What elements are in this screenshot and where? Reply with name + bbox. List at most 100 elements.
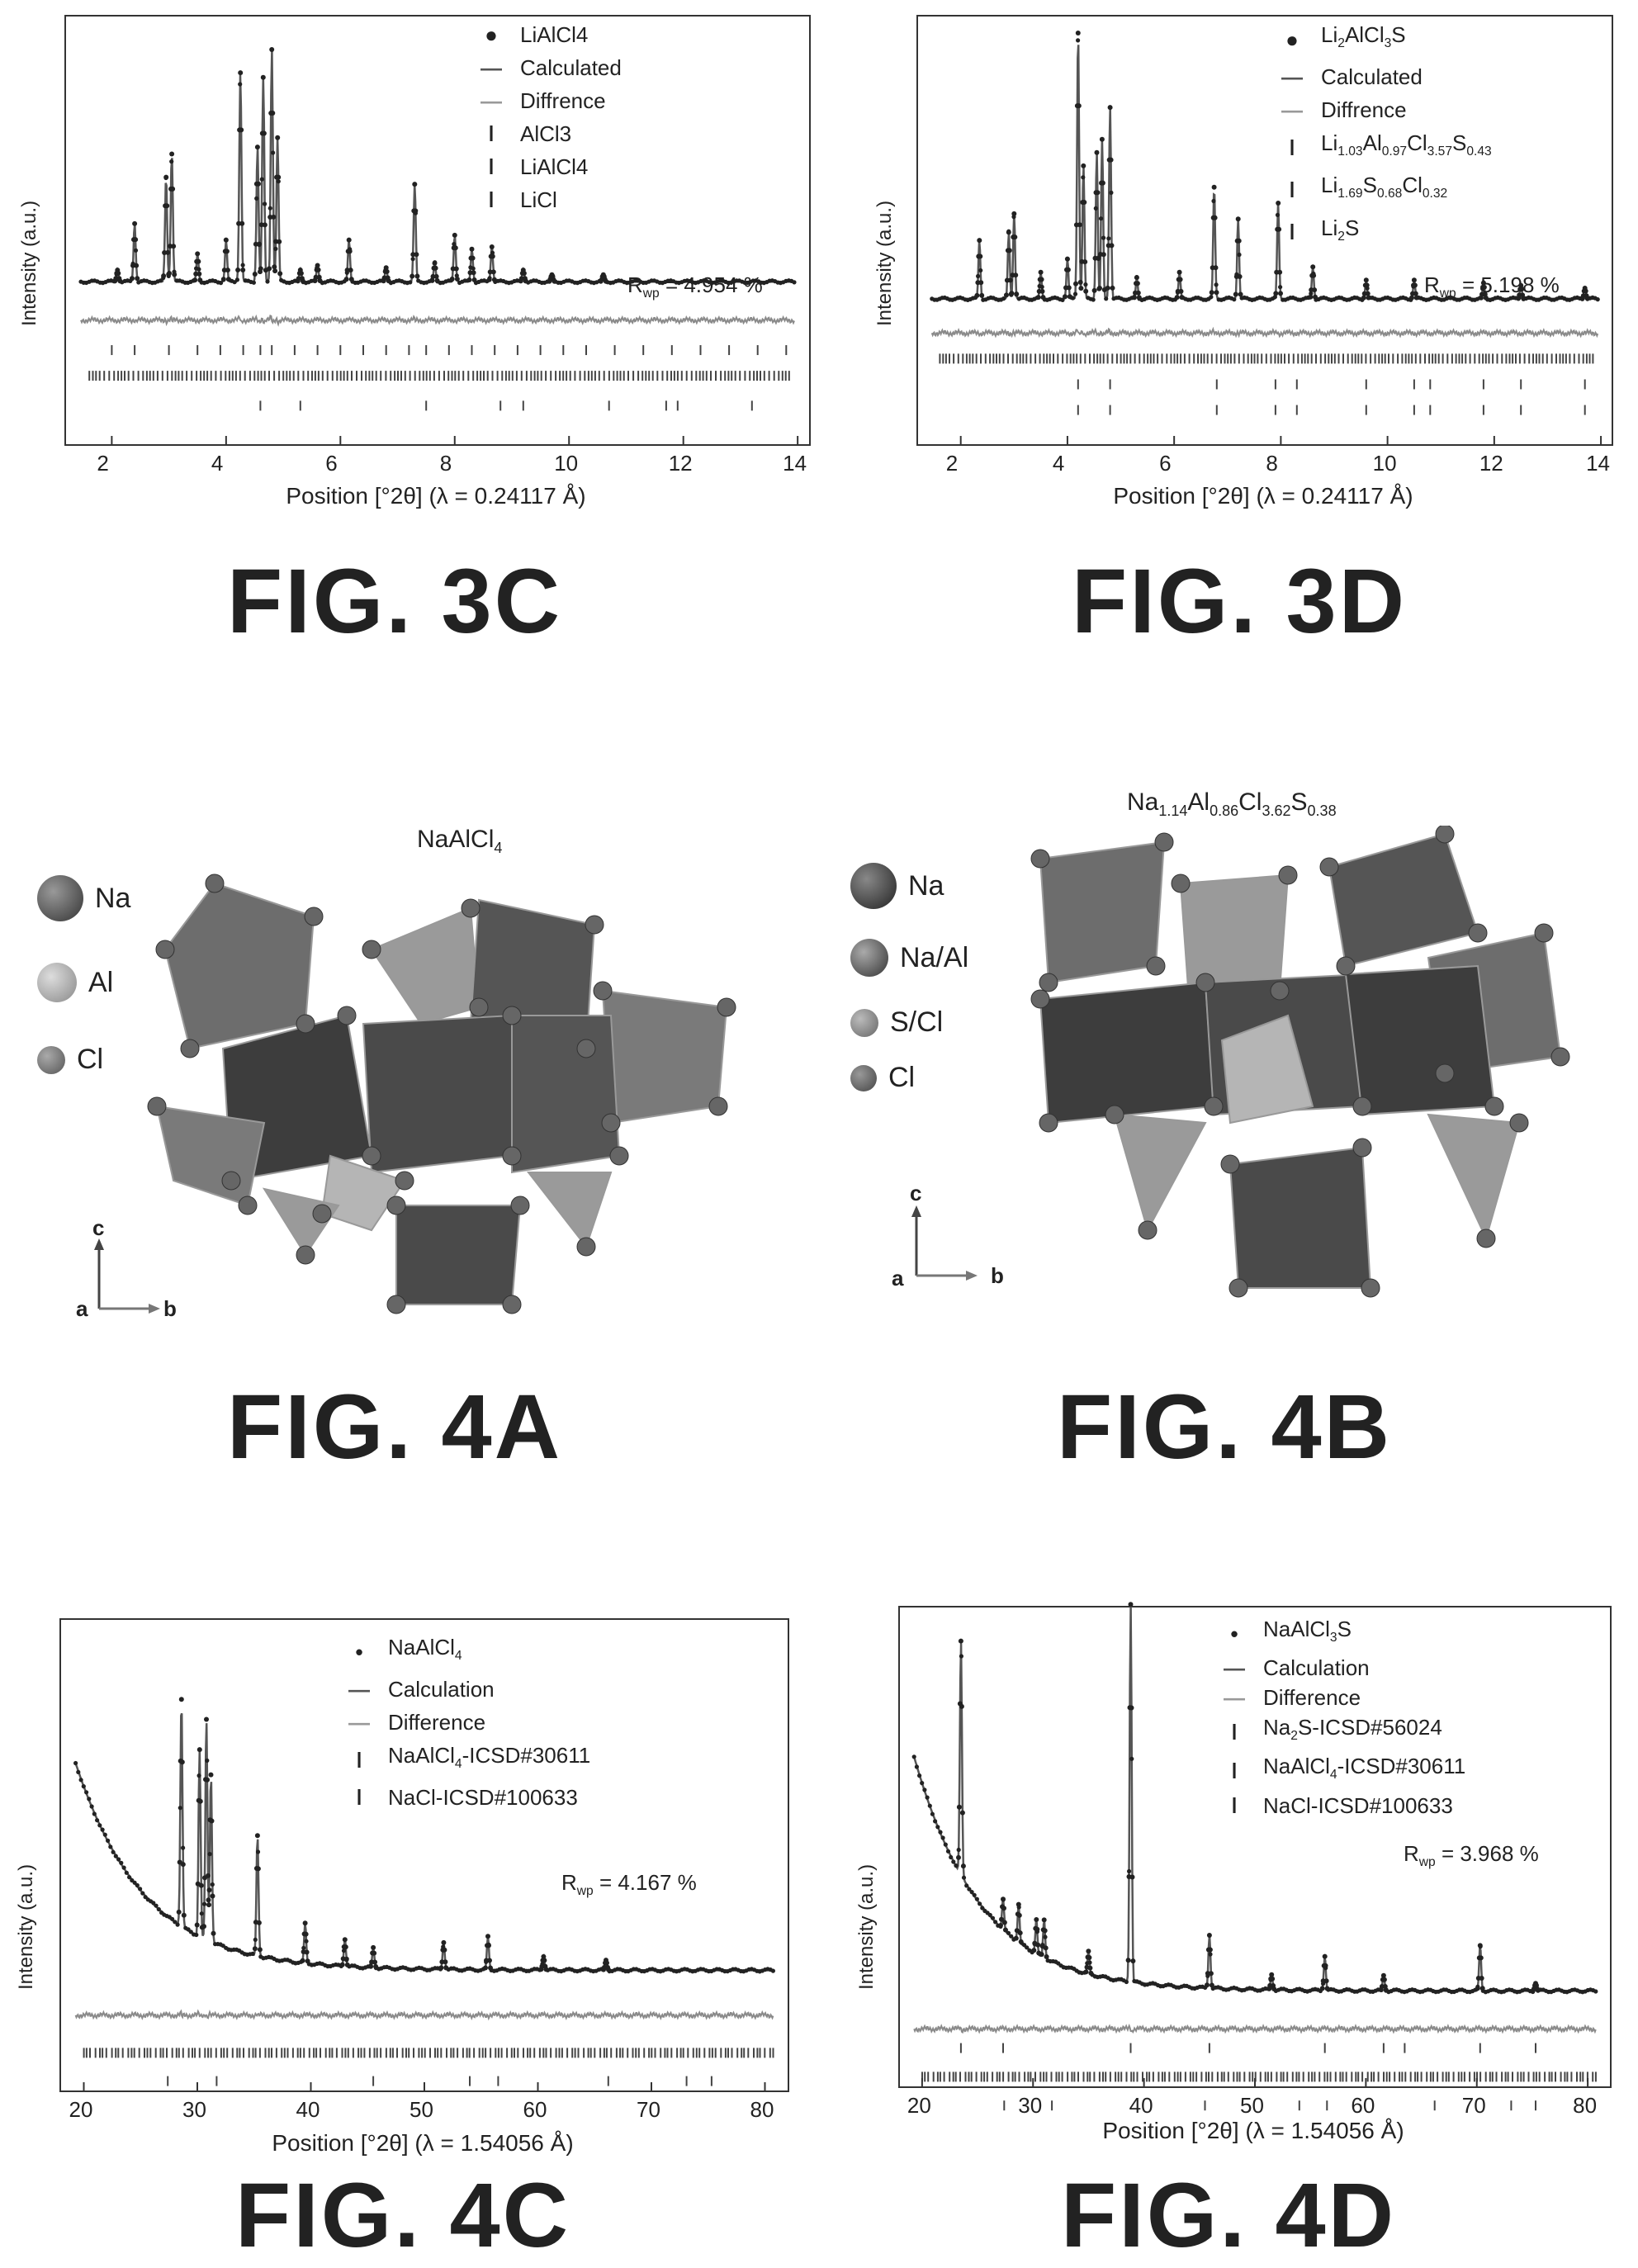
observed-point [239, 220, 245, 226]
observed-point [258, 266, 263, 272]
observed-point [1237, 252, 1242, 258]
observed-point [1077, 222, 1082, 228]
observed-point [998, 1923, 1003, 1928]
observed-point [1238, 291, 1243, 297]
observed-point [930, 1811, 935, 1816]
observed-point [206, 1902, 211, 1908]
observed-point [542, 1958, 547, 1963]
observed-point [303, 1931, 309, 1937]
observed-point [1098, 216, 1104, 221]
observed-point [178, 1697, 184, 1702]
observed-point [488, 1965, 493, 1971]
observed-point [1273, 291, 1279, 296]
observed-point [1034, 1926, 1040, 1932]
observed-point [1017, 1930, 1023, 1936]
observed-point [1086, 1955, 1092, 1960]
observed-point [169, 159, 174, 164]
observed-point [1025, 1945, 1030, 1950]
observed-point [1209, 290, 1214, 296]
observed-point [980, 1906, 985, 1911]
observed-point [172, 272, 178, 277]
observed-point [169, 151, 175, 157]
observed-point [272, 268, 278, 274]
axis-b-label: b [163, 1296, 177, 1321]
observed-point [271, 214, 277, 220]
observed-point [270, 111, 276, 116]
observed-point [450, 266, 456, 272]
legend-item: — Diffrence [481, 88, 606, 113]
observed-point [143, 1895, 148, 1900]
observed-point [452, 232, 457, 238]
x-tick-label: 10 [554, 451, 579, 476]
observed-point [956, 1854, 961, 1860]
observed-point [978, 253, 983, 259]
observed-point [489, 244, 495, 249]
observed-point [959, 1703, 964, 1709]
observed-point [164, 203, 170, 209]
observed-point [1041, 1917, 1047, 1923]
observed-point [1096, 255, 1101, 261]
observed-point [1236, 238, 1242, 244]
observed-point [1108, 157, 1114, 163]
observed-point [1101, 252, 1106, 258]
observed-point [1383, 1987, 1389, 1993]
x-tick-label: 2 [945, 451, 959, 476]
observed-point [413, 208, 419, 214]
y-axis-label: Intensity (a.u.) [873, 200, 896, 326]
observed-point [1043, 1934, 1048, 1939]
observed-point [1076, 103, 1082, 109]
observed-point [1364, 282, 1370, 288]
observed-point [261, 130, 267, 136]
legend-item: • NaAlCl4 [355, 1635, 462, 1664]
observed-point [1093, 206, 1098, 211]
legend-item: ǀ NaCl-ICSD#100633 [1231, 1792, 1453, 1818]
observed-point [225, 277, 231, 282]
observed-point [1006, 1930, 1011, 1935]
x-axis-label: Position [°2θ] (λ = 0.24117 Å) [1113, 483, 1413, 509]
observed-point [1235, 216, 1241, 222]
figure-label: FIG. 4C [235, 2165, 571, 2266]
observed-point [467, 270, 473, 276]
observed-point [305, 1958, 310, 1964]
observed-point [1208, 1971, 1214, 1977]
observed-point [967, 1887, 972, 1892]
figure-label: FIG. 3D [1072, 551, 1408, 652]
figure-label: FIG. 4D [1061, 2165, 1397, 2266]
observed-point [343, 1944, 348, 1950]
observed-point [1583, 288, 1588, 294]
observed-point [954, 1863, 959, 1868]
observed-point [1363, 277, 1369, 283]
observed-point [1001, 296, 1006, 301]
observed-point [1038, 269, 1044, 275]
atom-na-icon [37, 875, 83, 921]
atom-cl-icon [850, 1064, 877, 1091]
observed-point [373, 1963, 379, 1969]
observed-point [234, 277, 239, 282]
observed-point [1097, 286, 1102, 291]
observed-point [371, 1944, 376, 1950]
observed-point [383, 265, 389, 271]
axis-a-label: a [76, 1296, 88, 1321]
observed-point [1278, 291, 1283, 296]
observed-point [490, 253, 495, 259]
observed-point [951, 1859, 956, 1864]
observed-point [372, 1959, 378, 1965]
chart-svg [78, 47, 799, 444]
observed-point [102, 1832, 107, 1837]
observed-point [432, 260, 438, 266]
structure-title: Na1.14Al0.86Cl3.62S0.38 [1127, 788, 1337, 819]
observed-point [1278, 285, 1283, 290]
observed-point [130, 276, 135, 282]
observed-point [253, 1937, 258, 1942]
observed-point [1001, 1920, 1007, 1925]
observed-point [236, 220, 242, 226]
observed-point [210, 1893, 215, 1899]
observed-point [1004, 292, 1009, 298]
observed-point [277, 239, 282, 244]
observed-point [1205, 1982, 1210, 1988]
observed-point [154, 1903, 159, 1908]
observed-point [223, 237, 229, 243]
observed-point [84, 1790, 89, 1795]
observed-point [956, 1804, 962, 1810]
observed-point [1042, 1928, 1048, 1934]
